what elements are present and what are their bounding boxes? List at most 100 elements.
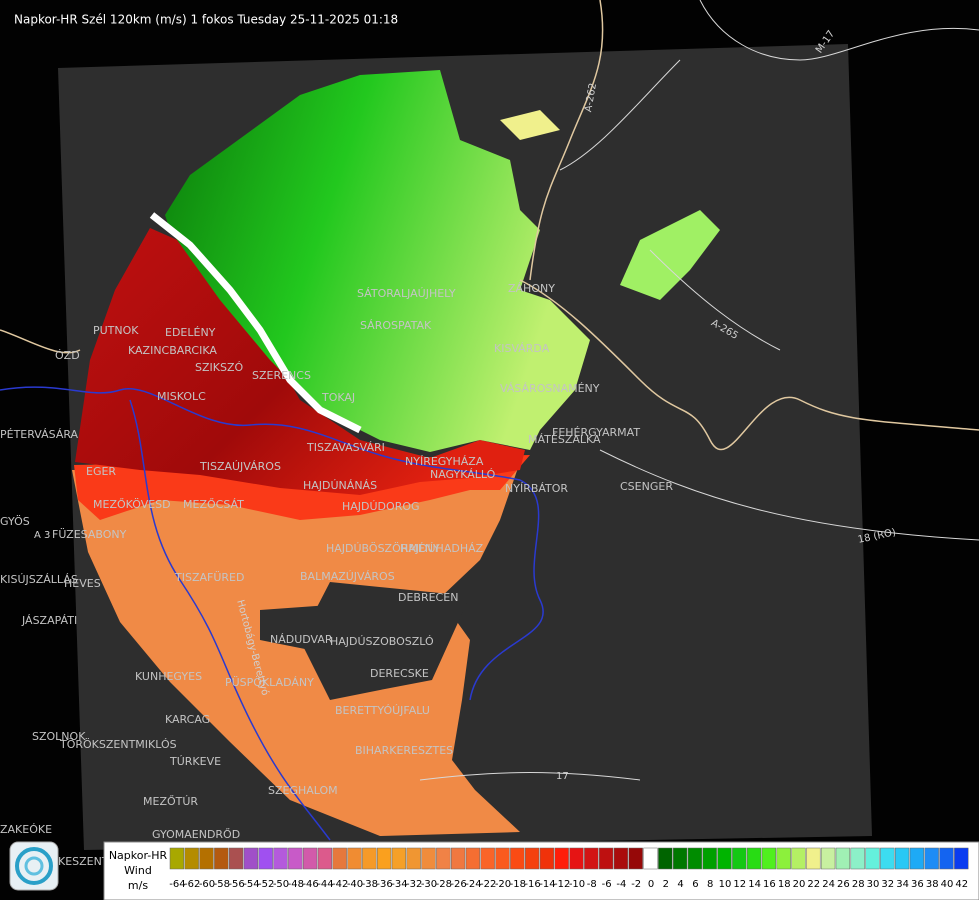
legend-swatch <box>598 847 614 870</box>
place-label: MÁTÉSZALKA <box>528 433 601 446</box>
place-label: SZOLNOK <box>32 730 86 743</box>
place-label: SÁROSPATAK <box>360 319 432 332</box>
legend-label: -60 <box>199 879 215 890</box>
place-label: DEBRECEN <box>398 591 458 604</box>
place-label: MEZŐCSÁT <box>183 497 244 511</box>
legend-label: -56 <box>228 879 244 890</box>
legend-label: 30 <box>867 879 880 890</box>
place-label: ZAKEÓKE <box>0 823 52 836</box>
legend-label: -24 <box>465 879 481 890</box>
legend-swatch <box>406 847 421 870</box>
place-label: BALMAZÚJVÁROS <box>300 570 395 583</box>
place-label: TISZAÚJVÁROS <box>199 460 281 473</box>
place-label: SÁTORALJAÚJHELY <box>357 287 456 300</box>
place-label: GYOMAENDRŐD <box>152 827 240 841</box>
place-label: SZEGHALOM <box>268 784 338 797</box>
legend-label: -48 <box>288 879 304 890</box>
legend-swatch <box>746 847 762 870</box>
legend-label: -8 <box>587 879 597 890</box>
echo-green <box>165 70 590 452</box>
legend-swatch <box>465 847 481 870</box>
place-label: TISZAVASVÁRI <box>306 441 385 454</box>
legend-swatch <box>347 847 362 870</box>
legend-label: 2 <box>663 879 669 890</box>
legend-swatch <box>672 847 688 870</box>
place-label: KUNHEGYES <box>135 670 202 683</box>
legend-swatch <box>820 847 836 870</box>
place-label: HEVES <box>64 577 101 590</box>
echo-yellow <box>500 110 560 140</box>
legend-label: 40 <box>941 879 954 890</box>
place-label: EDELÉNY <box>165 326 216 339</box>
place-label: PUTNOK <box>93 324 139 337</box>
legend-swatch <box>717 847 732 870</box>
place-label: DERECSKE <box>370 667 429 680</box>
legend-swatch <box>909 847 925 870</box>
place-label: MEZŐKÖVESD <box>93 497 171 511</box>
legend-label: 6 <box>692 879 698 890</box>
legend-swatch <box>362 847 377 870</box>
echo-gap <box>300 582 470 700</box>
legend-label: -10 <box>569 879 585 890</box>
legend-label: 24 <box>822 879 835 890</box>
place-label: KARCAG <box>165 713 210 726</box>
legend-swatch <box>436 847 451 870</box>
legend-swatch <box>524 847 540 870</box>
echo-orange <box>72 462 520 836</box>
legend-swatch <box>199 847 214 870</box>
legend-label: 0 <box>648 879 654 890</box>
place-label: CSENGER <box>620 480 673 493</box>
legend-swatch <box>628 847 643 870</box>
legend-swatch <box>924 847 939 870</box>
legend-label: -44 <box>317 879 333 890</box>
road <box>419 0 979 781</box>
legend-label: -2 <box>631 879 641 890</box>
place-label: JÁSZAPÁTI <box>21 614 77 627</box>
echo-gap <box>260 605 330 650</box>
place-label: HAJDÚNÁNÁS <box>303 479 377 492</box>
legend-swatch <box>243 847 259 870</box>
legend-swatch <box>554 847 569 870</box>
legend-label: 26 <box>837 879 850 890</box>
place-label: PÜSPÖKLADÁNY <box>225 676 314 689</box>
legend-label: 28 <box>852 879 865 890</box>
place-label: NYÍRBÁTOR <box>505 482 568 495</box>
legend-swatch <box>732 847 747 870</box>
legend-swatch <box>317 847 333 870</box>
legend-swatch <box>450 847 466 870</box>
legend-swatch <box>835 847 851 870</box>
legend-swatch <box>258 847 273 870</box>
place-label: TÖRÖKSZENTMIKLÓS <box>59 738 177 751</box>
legend-swatch <box>332 847 347 870</box>
legend-label: 34 <box>896 879 909 890</box>
place-label: KISVÁRDA <box>494 342 550 355</box>
road-label: A 3 <box>34 530 50 541</box>
place-label: NAGYKÁLLÓ <box>430 468 496 481</box>
place-label: MISKOLC <box>157 390 206 403</box>
road-label: 17 <box>556 771 569 782</box>
legend-label: -40 <box>347 879 363 890</box>
legend-swatch <box>894 847 910 870</box>
echo-darkred <box>75 228 525 495</box>
place-label: FEHÉRGYARMAT <box>552 426 640 439</box>
legend-swatch <box>806 847 821 870</box>
legend-label: -14 <box>539 879 555 890</box>
legend-label: -42 <box>332 879 348 890</box>
legend-label: -22 <box>480 879 496 890</box>
legend-label: -38 <box>362 879 378 890</box>
place-label: PÉTERVÁSÁRA <box>0 428 79 441</box>
legend-swatch <box>791 847 806 870</box>
place-label: HAJDÚSZOBOSZLÓ <box>330 635 434 648</box>
legend-unit: m/s <box>128 879 148 892</box>
legend-label: 18 <box>778 879 791 890</box>
place-label: MEZŐTÚR <box>143 794 198 808</box>
legend-label: 22 <box>807 879 820 890</box>
legend-label: -12 <box>554 879 570 890</box>
legend-label: -4 <box>616 879 626 890</box>
legend-label: -28 <box>436 879 452 890</box>
legend-label: 12 <box>733 879 746 890</box>
place-label: ÓZD <box>55 349 80 362</box>
place-label: NYÍREGYHÁZA <box>405 455 484 468</box>
legend-swatch <box>510 847 525 870</box>
